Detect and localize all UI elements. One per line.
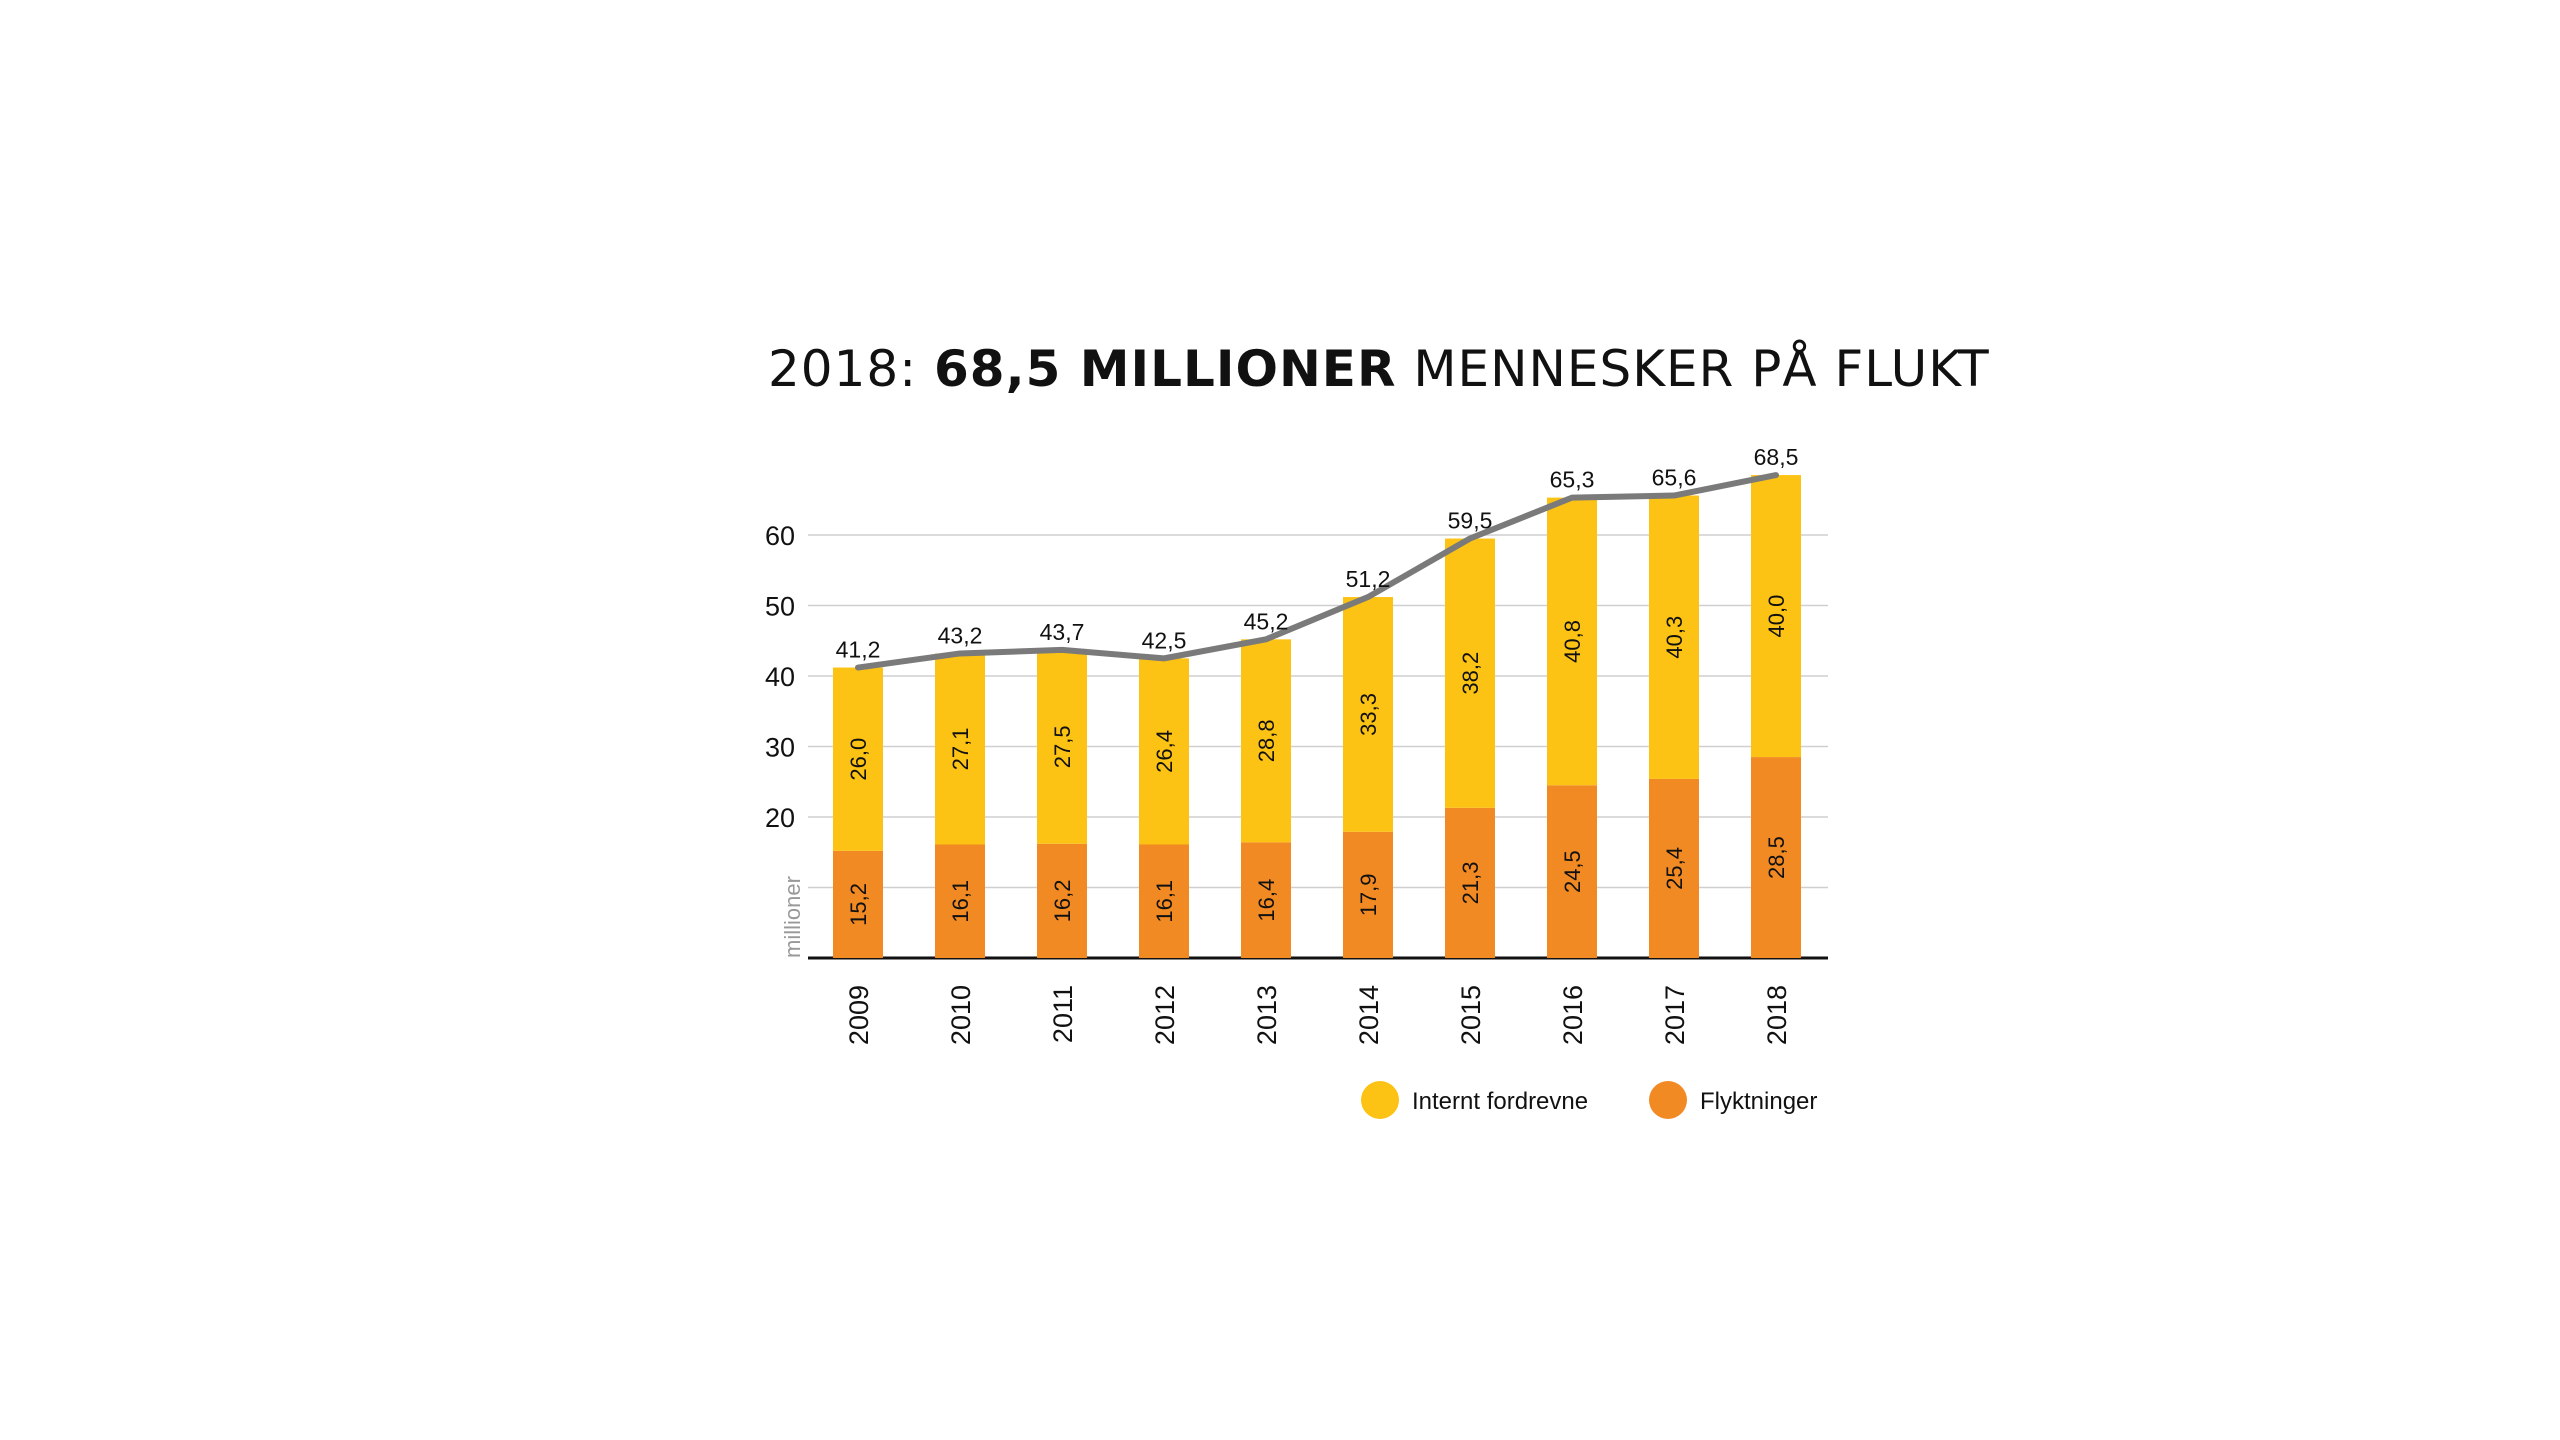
segment-label-flyktninger: 16,1 [948,880,973,923]
bar-internt-fordrevne [1547,497,1597,786]
total-label: 59,5 [1448,508,1493,534]
segment-label-internt-fordrevne: 27,5 [1050,725,1075,768]
line-layer [855,472,1779,671]
bar-flyktninger [1547,785,1597,958]
segment-label-internt-fordrevne: 33,3 [1356,693,1381,736]
segment-label-internt-fordrevne: 26,0 [846,738,871,781]
bar-flyktninger [1241,842,1291,958]
y-axis-label: millioner [780,876,805,958]
bar-internt-fordrevne [1139,658,1189,845]
x-tick-label: 2014 [1354,985,1384,1045]
total-label: 68,5 [1754,444,1799,470]
segment-label-flyktninger: 15,2 [846,883,871,926]
y-tick-label: 50 [765,592,795,622]
segment-label-flyktninger: 24,5 [1560,850,1585,893]
x-tick-label: 2012 [1150,985,1180,1045]
bar-internt-fordrevne [833,667,883,851]
x-tick-label: 2009 [844,985,874,1045]
bar-flyktninger [1037,843,1087,958]
bar-internt-fordrevne [1241,639,1291,843]
bar-internt-fordrevne [1649,495,1699,779]
title-bold: 68,5 MILLIONER [934,340,1397,398]
total-label: 43,2 [938,622,983,648]
labels-layer: 20 30 40 50 60 millioner 15,2 26,0 41,2 2009 16,1 2… [765,444,1798,1045]
total-label: 41,2 [836,637,881,663]
segment-label-internt-fordrevne: 40,8 [1560,620,1585,663]
total-label: 65,3 [1550,467,1595,493]
total-line [855,472,1779,671]
bar-flyktninger [1649,778,1699,958]
segment-label-flyktninger: 25,4 [1662,847,1687,890]
bar-internt-fordrevne [1343,597,1393,832]
title-prefix: 2018: [768,340,918,398]
x-tick-label: 2010 [946,985,976,1045]
legend-swatch [1361,1081,1399,1119]
bar-flyktninger [1343,831,1393,958]
bar-flyktninger [833,850,883,958]
segment-label-flyktninger: 17,9 [1356,873,1381,916]
bar-flyktninger [1139,844,1189,958]
total-label: 51,2 [1346,566,1391,592]
bars-layer [833,475,1801,958]
bar-internt-fordrevne [1037,649,1087,844]
x-tick-label: 2018 [1762,985,1792,1045]
bar-internt-fordrevne [1445,538,1495,808]
x-tick-label: 2013 [1252,985,1282,1045]
segment-label-flyktninger: 16,2 [1050,879,1075,922]
segment-label-flyktninger: 21,3 [1458,862,1483,905]
x-tick-label: 2015 [1456,985,1486,1045]
total-label: 42,5 [1142,627,1187,653]
legend-layer: Internt fordrevne Flyktninger [1361,1081,1817,1119]
bar-internt-fordrevne [1751,475,1801,758]
segment-label-flyktninger: 16,4 [1254,879,1279,922]
segment-label-internt-fordrevne: 26,4 [1152,730,1177,773]
legend-label: Flyktninger [1700,1088,1817,1115]
chart-title: 2018: 68,5 MILLIONER MENNESKER PÅ FLUKT [768,340,1989,398]
total-label: 65,6 [1652,465,1697,491]
segment-label-internt-fordrevne: 40,0 [1764,595,1789,638]
title-suffix: MENNESKER PÅ FLUKT [1413,340,1990,398]
total-label: 43,7 [1040,619,1085,645]
segment-label-internt-fordrevne: 38,2 [1458,652,1483,695]
total-label: 45,2 [1244,608,1289,634]
y-tick-label: 40 [765,662,795,692]
segment-label-internt-fordrevne: 40,3 [1662,616,1687,659]
y-tick-label: 60 [765,521,795,551]
x-tick-label: 2017 [1660,985,1690,1045]
bar-internt-fordrevne [935,653,985,845]
x-tick-label: 2011 [1048,985,1078,1043]
y-tick-label: 30 [765,733,795,763]
segment-label-flyktninger: 28,5 [1764,836,1789,879]
segment-label-internt-fordrevne: 28,8 [1254,719,1279,762]
legend-label: Internt fordrevne [1412,1088,1588,1115]
legend-swatch [1649,1081,1687,1119]
segment-label-internt-fordrevne: 27,1 [948,728,973,771]
bar-flyktninger [1445,807,1495,958]
segment-label-flyktninger: 16,1 [1152,880,1177,923]
bar-flyktninger [935,844,985,958]
x-tick-label: 2016 [1558,985,1588,1045]
bar-flyktninger [1751,757,1801,958]
y-tick-label: 20 [765,803,795,833]
